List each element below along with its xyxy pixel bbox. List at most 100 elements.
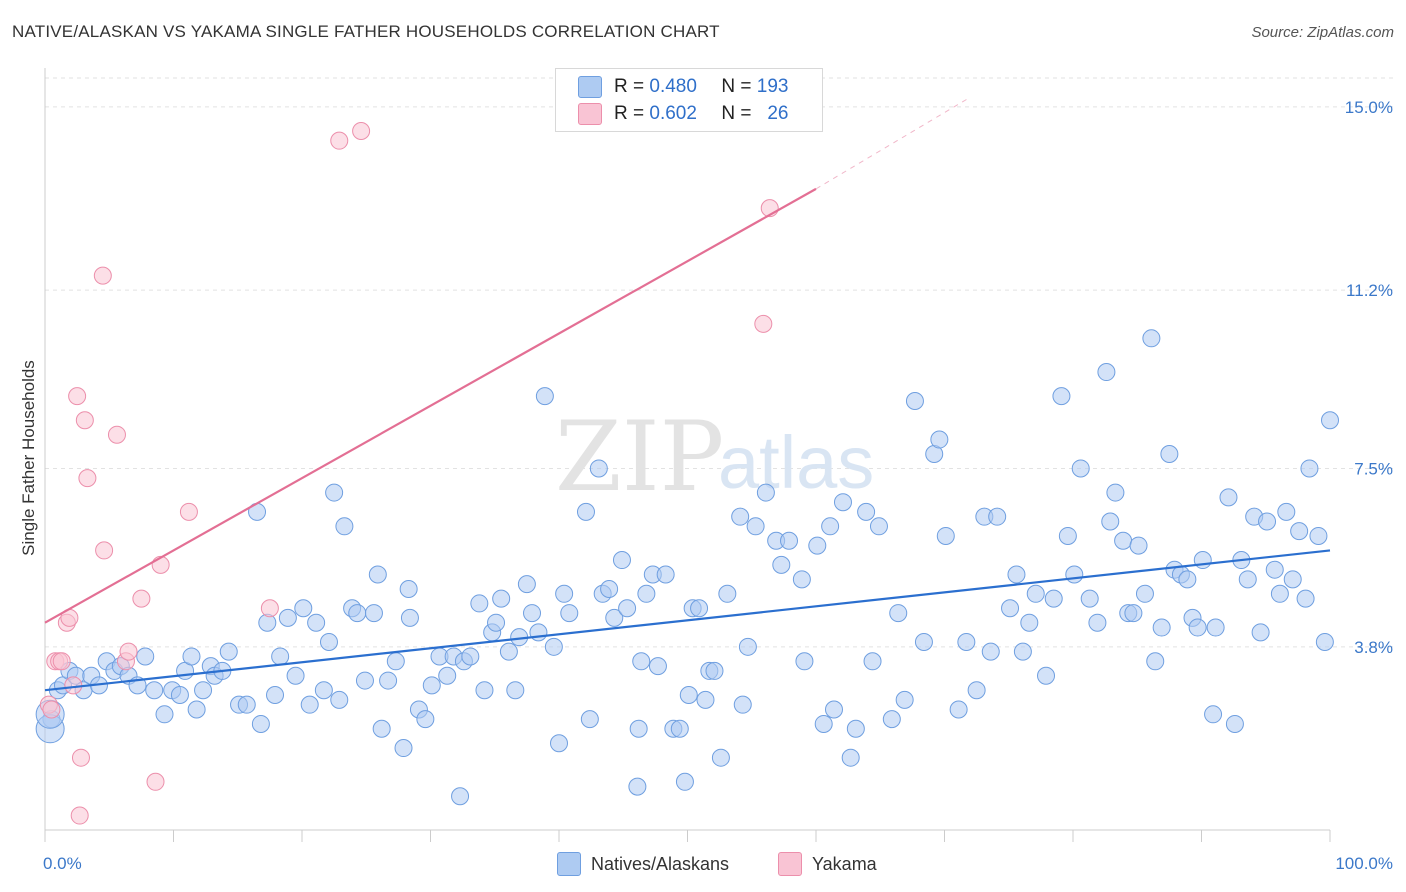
data-point-natives <box>348 604 367 623</box>
data-point-natives <box>1044 589 1063 608</box>
data-point-natives <box>618 599 637 618</box>
data-point-natives <box>1160 445 1179 463</box>
data-point-natives <box>833 493 852 512</box>
data-point-natives <box>733 695 752 714</box>
data-point-natives <box>1142 329 1161 348</box>
data-point-natives <box>1026 584 1045 603</box>
data-point-natives <box>1188 618 1207 637</box>
data-point-natives <box>738 637 757 656</box>
x-tick-labels: 0.0% 100.0% <box>43 854 1393 873</box>
source-label: Source: ZipAtlas.com <box>1251 24 1394 41</box>
data-point-natives <box>271 647 290 666</box>
data-point-natives <box>1204 705 1223 724</box>
data-point-natives <box>1219 488 1238 507</box>
data-point-natives <box>136 647 155 666</box>
data-point-natives <box>746 517 765 536</box>
data-point-natives <box>1238 570 1257 589</box>
data-point-natives <box>690 599 709 618</box>
data-point-natives <box>386 652 405 671</box>
data-point-natives <box>1135 584 1154 603</box>
data-point-natives <box>535 387 554 406</box>
data-point-yakama <box>132 589 151 608</box>
data-point-natives <box>523 604 542 623</box>
data-point-natives <box>648 657 667 676</box>
data-point-natives <box>814 714 833 733</box>
data-point-natives <box>325 483 344 502</box>
data-point-natives <box>1258 512 1277 531</box>
data-point-yakama <box>93 266 112 285</box>
data-point-natives <box>492 589 511 608</box>
data-point-natives <box>600 579 619 598</box>
data-point-natives <box>1124 604 1143 623</box>
axes <box>44 68 1331 842</box>
data-point-yakama <box>42 700 61 719</box>
data-point-natives <box>499 642 518 661</box>
data-point-natives <box>629 719 648 738</box>
y-axis-label: Single Father Households <box>19 360 38 556</box>
data-point-natives <box>368 565 387 584</box>
data-point-natives <box>1178 570 1197 589</box>
data-point-natives <box>300 695 319 714</box>
data-point-natives <box>1106 483 1125 502</box>
data-point-natives <box>889 604 908 623</box>
data-point-yakama <box>75 411 94 430</box>
data-point-natives <box>967 681 986 700</box>
data-point-yakama <box>71 748 90 767</box>
data-point-natives <box>400 608 419 627</box>
data-point-natives <box>529 623 548 642</box>
legend-swatch-natives <box>578 76 602 98</box>
data-point-natives <box>1152 618 1171 637</box>
data-point-yakama <box>352 122 371 141</box>
watermark: ZIP atlas <box>555 401 874 513</box>
data-point-yakama <box>78 469 97 488</box>
data-point-yakama <box>179 502 198 521</box>
y-tick-labels: 3.8% 7.5% 11.2% 15.0% <box>1345 98 1393 657</box>
trend-line-yakama <box>44 187 817 624</box>
data-point-natives <box>1315 633 1334 651</box>
data-point-natives <box>1251 623 1270 642</box>
data-point-natives <box>1013 642 1032 661</box>
legend-swatch-yakama <box>578 103 602 125</box>
bottom-legend-swatch-yakama <box>778 852 802 876</box>
data-point-natives <box>461 647 480 666</box>
data-point-natives <box>330 690 349 709</box>
watermark-atlas: atlas <box>718 421 874 504</box>
legend: R = 0.480 N = 193 R = 0.602 N = 26 <box>555 68 823 132</box>
data-point-natives <box>335 517 354 536</box>
data-point-natives <box>1071 459 1090 478</box>
data-point-natives <box>1146 652 1165 671</box>
trend-lines <box>44 96 1331 692</box>
data-point-natives <box>824 700 843 719</box>
legend-n-label: N = <box>721 103 752 124</box>
data-point-yakama <box>260 599 279 618</box>
data-point-natives <box>756 483 775 502</box>
data-point-natives <box>1101 512 1120 531</box>
data-point-natives <box>155 705 174 724</box>
data-point-natives <box>718 584 737 603</box>
data-point-natives <box>355 671 374 690</box>
data-point-natives <box>731 507 750 526</box>
legend-row-natives: R = 0.480 N = 193 <box>578 74 788 100</box>
trend-line-yakama-extension <box>815 96 971 190</box>
data-point-natives <box>1129 536 1148 555</box>
data-point-natives <box>517 575 536 594</box>
data-point-yakama <box>151 555 170 574</box>
y-tick-label: 3.8% <box>1354 638 1393 657</box>
data-point-natives <box>863 652 882 671</box>
data-point-natives <box>696 690 715 709</box>
data-point-natives <box>705 661 724 680</box>
data-point-natives <box>1065 565 1084 584</box>
x-tick-label-left: 0.0% <box>43 854 82 873</box>
data-point-natives <box>438 666 457 685</box>
data-point-natives <box>670 719 689 738</box>
data-point-natives <box>821 517 840 536</box>
data-point-natives <box>1020 613 1039 632</box>
legend-n-label: N = <box>721 76 752 97</box>
watermark-zip: ZIP <box>555 401 724 513</box>
data-point-yakama <box>330 131 349 150</box>
data-point-natives <box>1290 522 1309 541</box>
legend-r-label: R = <box>614 103 645 124</box>
data-point-natives <box>470 594 489 613</box>
data-point-natives <box>266 686 285 705</box>
data-point-natives <box>576 502 595 521</box>
